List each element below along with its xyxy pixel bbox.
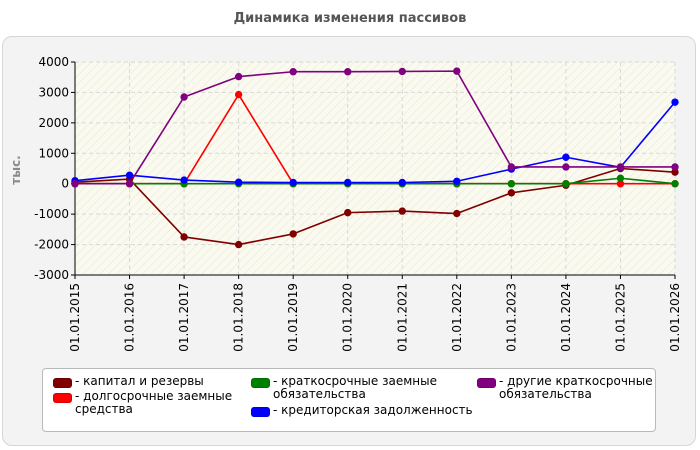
data-point [180,176,188,184]
y-tick-label: -1000 [34,207,69,221]
series-line [74,101,676,184]
data-point [616,163,625,171]
legend-label: - другие краткосрочные обязательства [499,374,653,401]
legend-label: - капитал и резервы [75,374,204,388]
data-point [507,163,516,171]
x-tick-label: 01.01.2024 [559,283,573,352]
legend-item-payables: - кредиторская задолженность [251,404,473,417]
data-point [398,207,406,215]
data-point [344,68,352,76]
y-tick-label: 1000 [38,146,69,160]
x-tick-label: 01.01.2021 [395,283,409,352]
x-tick-label: 01.01.2016 [123,283,137,352]
data-point [289,68,297,76]
legend-item-capital: - капитал и резервы [53,375,204,388]
legend-swatch [251,378,270,388]
x-tick-label: 01.01.2026 [668,283,682,352]
data-point [562,180,570,188]
x-tick-label: 01.01.2022 [450,283,464,352]
data-point [453,177,461,185]
chart-title: Динамика изменения пассивов [233,11,467,26]
data-point [71,180,79,188]
plot-area [75,62,675,275]
series-line [75,70,675,185]
legend-swatch [477,378,496,388]
x-tick-label: 01.01.2020 [341,283,355,352]
y-tick-label: 0 [61,177,69,191]
data-point [289,178,297,187]
data-point [344,208,352,217]
data-point [234,240,243,249]
legend: - капитал и резервы - долгосрочные заемн… [42,368,656,432]
y-tick-label: 4000 [38,55,69,69]
legend-swatch [53,393,72,403]
data-point [398,178,406,187]
legend-item-other-short-term: - другие краткосрочные обязательства [477,375,653,401]
data-point [125,171,134,179]
data-point [234,72,243,81]
data-point [289,230,297,238]
data-point [671,180,679,188]
data-point [671,163,679,171]
data-point [234,178,243,186]
legend-swatch [251,407,270,417]
legend-item-short-term-loans: - краткосрочные заемные обязательства [251,375,437,401]
legend-swatch [53,378,72,388]
x-tick-label: 01.01.2025 [613,283,627,352]
y-axis-title: тыс. [9,155,23,184]
x-tick-label: 01.01.2015 [68,283,82,352]
x-tick-label: 01.01.2023 [504,283,518,352]
data-point [234,90,243,99]
data-point [562,153,570,161]
data-point [507,189,516,197]
data-point [180,93,188,101]
y-tick-label: 3000 [38,85,69,99]
y-tick-label: -2000 [34,238,69,252]
data-point [562,163,570,171]
data-point [398,67,406,76]
data-point [616,174,625,182]
x-tick-label: 01.01.2017 [177,283,191,352]
data-point [453,209,461,218]
legend-item-long-term-loans: - долгосрочные заемные средства [53,390,232,416]
data-point [671,98,679,106]
y-tick-label: 2000 [38,116,69,130]
data-point [125,180,134,188]
legend-label: - кредиторская задолженность [273,403,473,417]
y-tick-label: -3000 [34,268,69,282]
legend-label: - долгосрочные заемные средства [75,389,233,416]
data-point [180,233,188,241]
data-point [507,180,516,188]
data-point [344,178,352,187]
legend-label: - краткосрочные заемные обязательства [273,374,437,401]
data-point [453,67,461,75]
series-line [75,177,676,185]
x-tick-label: 01.01.2019 [286,283,300,352]
x-tick-label: 01.01.2018 [232,283,246,352]
